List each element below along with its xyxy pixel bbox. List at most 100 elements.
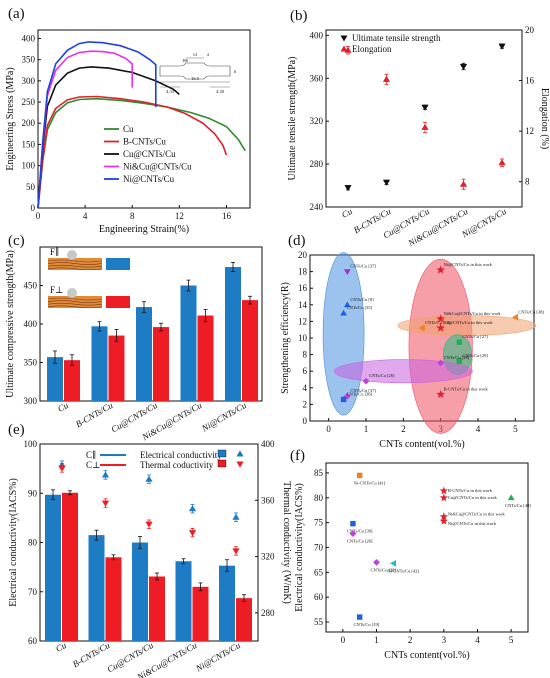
bar <box>197 315 214 401</box>
legend-label: Elongation <box>352 44 392 54</box>
series-line <box>37 41 157 209</box>
y2-axis-tick-label: 12 <box>525 126 534 136</box>
y-axis-tick-label: 320 <box>310 116 324 126</box>
y-axis-tick-label: 8 <box>303 350 308 360</box>
legend-swatch <box>106 296 130 308</box>
y-axis-tick-label: 0 <box>303 416 308 426</box>
bar <box>105 557 122 641</box>
plot-frame <box>37 29 251 209</box>
x-axis-tick-label: 5 <box>509 635 514 645</box>
legend-label: Cu@CNTs/Cu <box>123 149 176 159</box>
y-axis-tick-label: 300 <box>22 76 36 86</box>
data-point-label: CNTs/Cu [28] <box>371 567 397 572</box>
data-point <box>421 104 429 111</box>
y-axis-tick-label: 400 <box>22 33 36 43</box>
data-point <box>382 75 391 82</box>
legend-label: Thermal coductivity <box>140 460 214 470</box>
y2-axis-tick-label: 16 <box>525 76 535 86</box>
data-point <box>456 358 463 364</box>
series-line <box>37 97 246 209</box>
sample-stripe <box>47 300 103 303</box>
legend-label: F∥ <box>50 247 59 257</box>
y-axis-tick-label: 75 <box>314 518 324 528</box>
data-point-label: Ni@CNTs/Cu in this work <box>448 521 497 526</box>
x-axis-tick-label: 1 <box>364 424 369 434</box>
y-axis-tick-label: 350 <box>24 358 38 368</box>
data-point <box>437 359 445 367</box>
bar <box>47 357 63 401</box>
bar <box>108 335 125 401</box>
data-point <box>188 530 197 537</box>
data-point-label: CNTs/Cu [35] <box>347 305 373 310</box>
y-axis-label: Electrical conductivity(IACS%) <box>294 483 305 612</box>
data-point-label: CNTs/Cu [26] <box>369 373 395 378</box>
y-axis-tick-label: 100 <box>22 161 36 171</box>
y-axis-tick-label: 150 <box>22 139 36 149</box>
inset-dimension: 4.33 <box>166 89 175 94</box>
sample-stripe <box>47 264 103 268</box>
x-axis-tick-label: 0 <box>341 635 346 645</box>
y2-axis-tick-label: 320 <box>261 552 275 562</box>
data-point-label: CNTs/Cu [37] <box>350 264 376 269</box>
data-point-label: Ni@CNTs/Cu in this work <box>444 262 493 267</box>
x-axis-tick-label: 4 <box>476 424 481 434</box>
x-axis-tick-label: 0 <box>326 424 331 434</box>
sample-stripe <box>47 305 103 309</box>
sample-stripe <box>47 262 103 265</box>
sample-stripe <box>47 267 103 271</box>
data-point <box>389 560 397 567</box>
y-axis-tick-label: 20 <box>298 250 308 260</box>
inset-dimension: 4.30 <box>216 89 225 94</box>
data-point <box>511 313 519 321</box>
y-axis-tick-label: 60 <box>314 592 324 602</box>
legend-symbol: C⊥ <box>86 460 100 470</box>
x-axis-label: CNTs content(vol.%) <box>384 650 469 661</box>
bar <box>149 576 165 641</box>
data-point-label: CNTs/Cu [29] <box>462 353 488 358</box>
data-point <box>343 301 351 308</box>
y-axis-tick-label: 360 <box>310 73 324 83</box>
y-axis-tick-label: 2 <box>303 399 308 409</box>
cluster-region <box>333 359 473 384</box>
data-point-label: Ni&Cu@CNTs/Cu in this work <box>448 512 506 517</box>
y2-axis-tick-label: 8 <box>525 177 530 187</box>
x-axis-category-label: Ni@CNTs/Cu <box>193 640 242 674</box>
data-point-label: CNTs/Cu [19] <box>354 622 380 627</box>
legend-label: Ni@CNTs/Cu <box>123 174 175 184</box>
data-point <box>436 389 446 399</box>
x-axis-tick-label: 3 <box>442 635 447 645</box>
y-axis-tick-label: 100 <box>24 439 38 449</box>
legend-label: Ultimate tensile strength <box>352 33 441 43</box>
y-axis-tick-label: 80 <box>314 493 324 503</box>
legend-label: Electrical conductivity <box>140 450 222 460</box>
data-point-label: CNTs/Cu [40] <box>505 503 531 508</box>
y-axis-tick-label: 12 <box>298 316 307 326</box>
cluster-region <box>408 258 473 434</box>
bar <box>236 598 252 641</box>
data-point <box>439 493 449 502</box>
y-axis-label: Ultimate compressive strength(MPa) <box>5 250 16 398</box>
bar <box>88 535 105 641</box>
indenter-icon <box>67 250 77 260</box>
inset-dimension: 16.5 <box>191 76 200 81</box>
x-axis-label: Engineering Strain(%) <box>99 224 189 235</box>
y-axis-tick-label: 300 <box>24 396 38 406</box>
inset-dimension: R6 <box>183 58 189 63</box>
data-point-label: CNTs/Cu [27] <box>462 334 488 339</box>
panel-label: (e) <box>8 422 25 438</box>
y-axis-tick-label: 200 <box>22 118 36 128</box>
data-point-label: CNTs/Cu [8] <box>350 297 374 302</box>
data-point <box>145 475 153 482</box>
bar <box>180 285 197 401</box>
x-axis-tick-label: 5 <box>513 424 518 434</box>
panel-label: (c) <box>8 233 25 249</box>
y-axis-tick-label: 80 <box>28 538 38 548</box>
x-axis-tick-label: 2 <box>401 424 406 434</box>
y-axis-label: Strengthening efficiency(R) <box>280 282 291 394</box>
data-point <box>418 324 425 332</box>
bar <box>64 360 80 401</box>
bar <box>192 586 209 641</box>
y-axis-tick-label: 4 <box>303 383 308 393</box>
data-point-label: CNTs/Cu [38] <box>518 309 544 314</box>
panel-b: (b) 240 280 320 360 400 8 12 16 20 Ultimate tensil… <box>287 8 550 249</box>
